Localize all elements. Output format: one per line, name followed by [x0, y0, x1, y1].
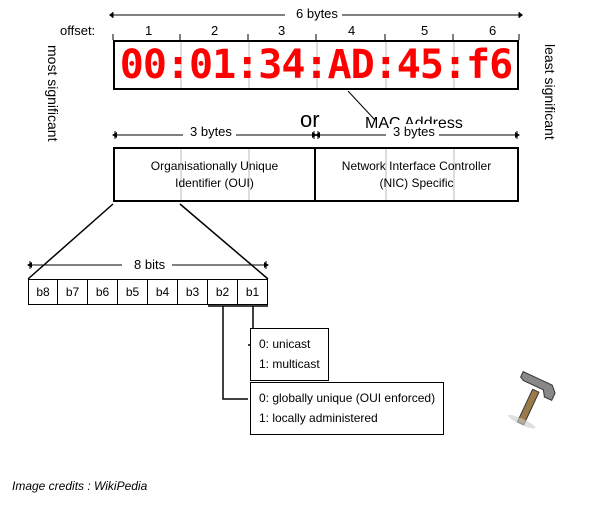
most-significant-label: most significant	[45, 45, 61, 141]
offset-5: 5	[421, 23, 428, 38]
image-credits: Image credits : WikiPedia	[12, 479, 147, 493]
nic-label: Network Interface Controller (NIC) Speci…	[327, 158, 507, 192]
offset-4: 4	[348, 23, 355, 38]
bit-b3: b3	[178, 279, 208, 305]
nic-box: Network Interface Controller (NIC) Speci…	[314, 147, 519, 202]
bit-b4: b4	[148, 279, 178, 305]
mac-address-text: 00:01:34:AD:45:f6	[120, 42, 512, 88]
three-bytes-left: 3 bytes	[186, 124, 236, 139]
three-bytes-right: 3 bytes	[389, 124, 439, 139]
offset-2: 2	[211, 23, 218, 38]
bits-table: b8 b7 b6 b5 b4 b3 b2 b1	[28, 279, 268, 305]
b1-one: 1: multicast	[259, 354, 320, 374]
oui-box: Organisationally Unique Identifier (OUI)	[113, 147, 316, 202]
offset-1: 1	[145, 23, 152, 38]
offset-3: 3	[278, 23, 285, 38]
b1-meaning-box: 0: unicast 1: multicast	[250, 328, 329, 381]
hammer-icon	[492, 360, 572, 440]
bit-b6: b6	[88, 279, 118, 305]
bit-b8: b8	[28, 279, 58, 305]
offset-6: 6	[489, 23, 496, 38]
bit-b2: b2	[208, 279, 238, 305]
b2-meaning-box: 0: globally unique (OUI enforced) 1: loc…	[250, 382, 444, 435]
bit-b1: b1	[238, 279, 268, 305]
b1-zero: 0: unicast	[259, 334, 320, 354]
offset-label: offset:	[60, 23, 95, 38]
mac-address-box: 00:01:34:AD:45:f6	[113, 40, 519, 90]
b2-one: 1: locally administered	[259, 408, 435, 428]
or-label: or	[300, 107, 320, 133]
bit-b7: b7	[58, 279, 88, 305]
eight-bits-label: 8 bits	[131, 257, 168, 272]
b2-zero: 0: globally unique (OUI enforced)	[259, 388, 435, 408]
top-bytes-label: 6 bytes	[292, 6, 342, 21]
oui-label: Organisationally Unique Identifier (OUI)	[130, 158, 300, 192]
least-significant-label: least significant	[542, 44, 558, 140]
bit-b5: b5	[118, 279, 148, 305]
